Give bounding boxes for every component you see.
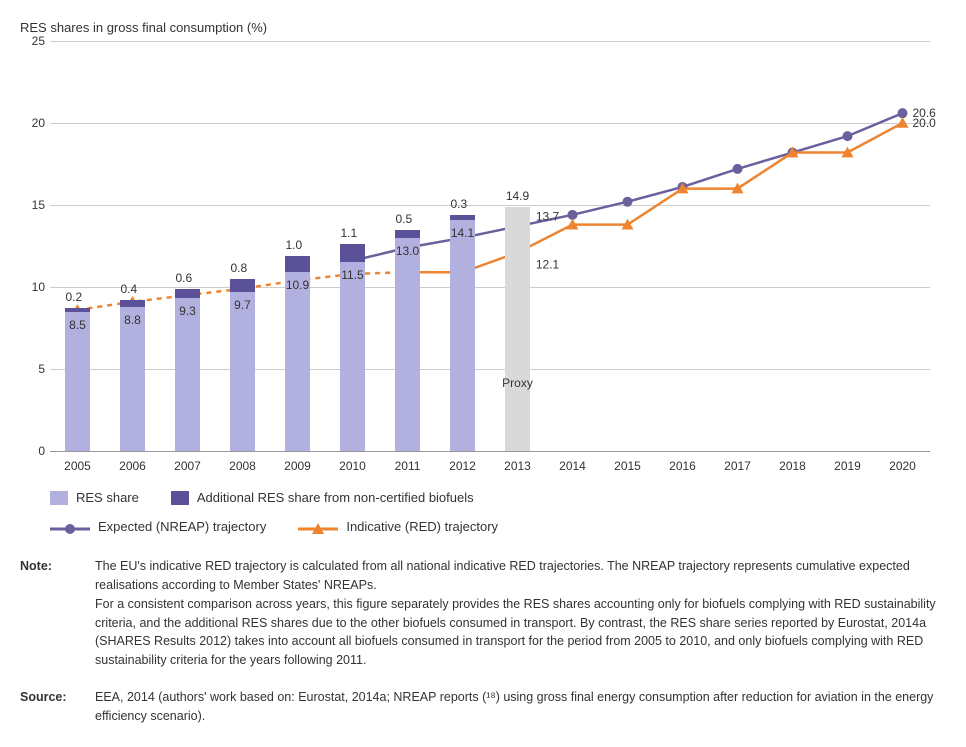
y-axis-tick-label: 20 <box>20 116 45 130</box>
chart-title: RES shares in gross final consumption (%… <box>20 20 946 35</box>
x-axis-tick-label: 2009 <box>284 459 311 473</box>
bar-proxy <box>505 207 530 451</box>
bar-label-additional: 0.6 <box>176 271 193 285</box>
legend-label-nreap: Expected (NREAP) trajectory <box>98 515 266 540</box>
bar-label-res: 14.9 <box>504 189 532 203</box>
x-axis-tick-label: 2011 <box>395 459 421 473</box>
x-axis-tick-label: 2013 <box>504 459 531 473</box>
bar-res <box>285 272 310 451</box>
x-axis-tick-label: 2014 <box>559 459 586 473</box>
bar-label-res: 11.5 <box>339 268 367 282</box>
x-axis-tick-label: 2019 <box>834 459 861 473</box>
bar-res <box>65 312 90 451</box>
nreap-2013-label: 13.7 <box>536 209 560 223</box>
legend-item-red: Indicative (RED) trajectory <box>298 515 498 540</box>
legend-swatch-res <box>50 491 68 505</box>
bar-label-res: 14.1 <box>449 226 477 240</box>
x-axis-tick-label: 2005 <box>64 459 91 473</box>
legend-row-lines: Expected (NREAP) trajectory Indicative (… <box>50 515 946 540</box>
bar-label-additional: 0.8 <box>231 261 248 275</box>
bar-res <box>175 298 200 451</box>
y-axis-tick-label: 10 <box>20 280 45 294</box>
legend-swatch-additional <box>171 491 189 505</box>
x-axis-tick-label: 2010 <box>339 459 366 473</box>
nreap-marker <box>568 210 578 220</box>
chart-container: RES shares in gross final consumption (%… <box>20 20 946 725</box>
bar-label-res: 9.3 <box>174 304 202 318</box>
x-axis-tick-label: 2012 <box>449 459 476 473</box>
bar-additional <box>450 215 475 220</box>
bar-res <box>230 292 255 451</box>
bar-label-res: 8.8 <box>119 313 147 327</box>
legend-swatch-red <box>298 520 338 534</box>
source-block: Source: EEA, 2014 (authors' work based o… <box>20 688 946 726</box>
x-axis-tick-label: 2015 <box>614 459 641 473</box>
red-2013-label: 12.1 <box>536 258 560 272</box>
chart-legend: RES share Additional RES share from non-… <box>50 486 946 539</box>
nreap-marker <box>898 108 908 118</box>
bar-label-res: 8.5 <box>64 318 92 332</box>
bar-label-res: 9.7 <box>229 298 257 312</box>
bar-label-res: 10.9 <box>284 278 312 292</box>
bar-additional <box>120 300 145 307</box>
bar-res <box>395 238 420 451</box>
note-label: Note: <box>20 557 75 670</box>
red-line <box>408 123 903 272</box>
note-text: The EU's indicative RED trajectory is ca… <box>95 557 946 670</box>
legend-label-res: RES share <box>76 486 139 511</box>
bar-label-additional: 1.0 <box>286 238 303 252</box>
legend-row-bars: RES share Additional RES share from non-… <box>50 486 946 511</box>
red-marker <box>897 117 909 128</box>
bar-additional <box>65 308 90 311</box>
nreap-marker <box>843 131 853 141</box>
nreap-marker <box>623 197 633 207</box>
red-end-label: 20.0 <box>913 116 937 130</box>
nreap-marker <box>733 164 743 174</box>
legend-label-red: Indicative (RED) trajectory <box>346 515 498 540</box>
nreap-line <box>353 113 903 261</box>
proxy-label: Proxy <box>500 376 536 390</box>
x-axis-tick-label: 2008 <box>229 459 256 473</box>
note-block: Note: The EU's indicative RED trajectory… <box>20 557 946 670</box>
bar-label-additional: 1.1 <box>341 226 358 240</box>
source-text: EEA, 2014 (authors' work based on: Euros… <box>95 688 946 726</box>
legend-item-additional: Additional RES share from non-certified … <box>171 486 474 511</box>
y-axis-tick-label: 15 <box>20 198 45 212</box>
bar-label-res: 13.0 <box>394 244 422 258</box>
source-label: Source: <box>20 688 75 726</box>
bar-label-additional: 0.5 <box>396 212 413 226</box>
bar-label-additional: 0.2 <box>66 290 83 304</box>
x-axis-tick-label: 2018 <box>779 459 806 473</box>
x-axis-tick-label: 2017 <box>724 459 751 473</box>
bar-additional <box>395 230 420 238</box>
bar-label-additional: 0.4 <box>121 282 138 296</box>
chart-plot-area: 20.620.013.712.1 05101520252005200620072… <box>50 41 930 451</box>
x-axis-tick-label: 2016 <box>669 459 696 473</box>
legend-swatch-nreap <box>50 520 90 534</box>
bar-additional <box>175 289 200 299</box>
x-axis-tick-label: 2006 <box>119 459 146 473</box>
bar-label-additional: 0.3 <box>451 197 468 211</box>
y-axis-tick-label: 0 <box>20 444 45 458</box>
y-axis-tick-label: 25 <box>20 34 45 48</box>
bar-res <box>340 262 365 451</box>
x-axis-tick-label: 2007 <box>174 459 201 473</box>
bar-additional <box>230 279 255 292</box>
bar-res <box>120 307 145 451</box>
y-axis-tick-label: 5 <box>20 362 45 376</box>
legend-label-additional: Additional RES share from non-certified … <box>197 486 474 511</box>
x-axis-tick-label: 2020 <box>889 459 916 473</box>
legend-item-res: RES share <box>50 486 139 511</box>
bar-additional <box>285 256 310 272</box>
bar-additional <box>340 244 365 262</box>
legend-item-nreap: Expected (NREAP) trajectory <box>50 515 266 540</box>
bar-res <box>450 220 475 451</box>
